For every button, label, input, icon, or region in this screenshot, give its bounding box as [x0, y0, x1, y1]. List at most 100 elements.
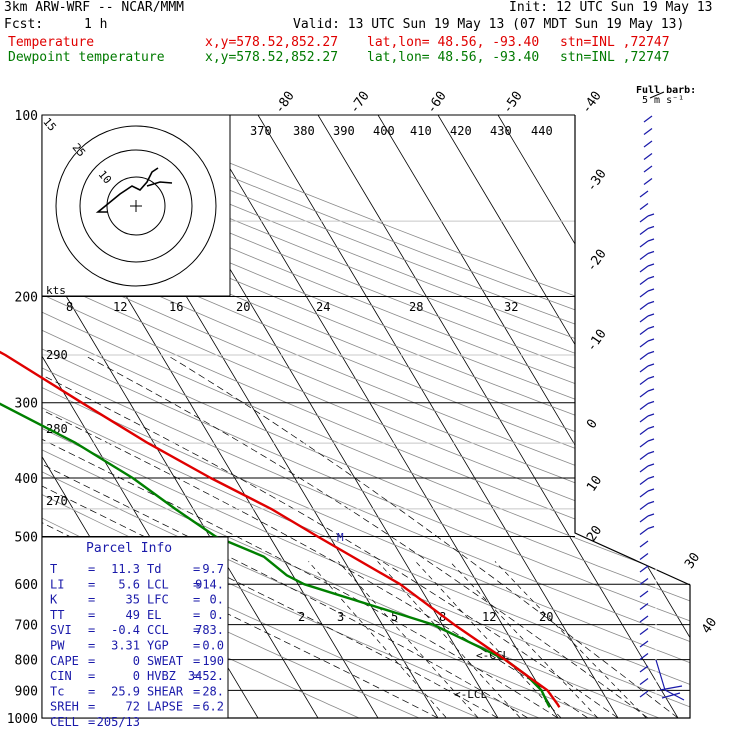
- wind-barb-flag: [647, 425, 655, 430]
- theta-label: 380: [293, 124, 315, 138]
- parcel-info-key: LAPSE: [147, 700, 183, 714]
- wind-barb-staff: [639, 215, 649, 223]
- forecast-hour: 1 h: [84, 17, 108, 32]
- isotherm-label: -60: [424, 89, 450, 117]
- mixing-ratio-label: 32: [504, 300, 518, 314]
- pressure-label: 1000: [7, 712, 38, 727]
- parcel-info-key: CCL: [147, 623, 169, 637]
- hodograph-ring: [55, 125, 217, 287]
- wind-barb-flag: [647, 400, 655, 405]
- wind-barb-staff: [639, 303, 649, 310]
- mixing-ratio-label: 20: [236, 300, 250, 314]
- pressure-label: 300: [15, 397, 38, 412]
- parcel-info-eq: =: [193, 608, 200, 622]
- wind-barb-staff: [639, 228, 649, 235]
- wind-barb-staff: [639, 515, 649, 523]
- theta-label: 370: [250, 124, 272, 138]
- parcel-info-eq: =: [88, 669, 95, 683]
- wind-barb-staff: [639, 503, 649, 510]
- wind-barb-staff: [643, 115, 653, 123]
- theta-label: 440: [531, 124, 553, 138]
- parcel-info-value: 25.9: [111, 684, 140, 698]
- wind-barb-staff: [639, 478, 649, 485]
- hodograph-trace: [95, 167, 173, 213]
- model-title: 3km ARW-WRF -- NCAR/MMM: [4, 0, 185, 15]
- parcel-info-eq: =: [88, 639, 95, 653]
- wind-barb-cluster: [655, 659, 685, 701]
- wind-barb-flag: [647, 450, 655, 455]
- wind-barb-staff: [639, 428, 649, 435]
- parcel-info-value: 0: [133, 669, 140, 683]
- mixing-ratio-label: 12: [113, 300, 127, 314]
- wind-barb-flag: [647, 388, 655, 392]
- parcel-info-value: 190: [202, 654, 224, 668]
- parcel-info-value: 205/13: [97, 715, 140, 729]
- parcel-info-eq: =: [88, 608, 95, 622]
- pressure-label: 900: [15, 684, 38, 699]
- isotherm-label: 40: [699, 615, 720, 636]
- mixing-ratio-label: 5: [391, 610, 398, 624]
- parcel-info-box: [41, 536, 229, 719]
- dry-adiabat: [42, 115, 690, 718]
- wind-barb-flag: [647, 275, 655, 280]
- parcel-info-value: 0.: [210, 608, 224, 622]
- parcel-info-eq: =: [193, 639, 200, 653]
- dry-adiabat: [42, 115, 690, 718]
- parcel-info-title: Parcel Info: [86, 541, 172, 556]
- parcel-info-value: 3.31: [111, 639, 140, 653]
- wind-barb-staff: [643, 140, 653, 148]
- wind-barb-staff: [639, 465, 649, 473]
- wind-barb-staff: [639, 540, 649, 548]
- isotherm-label: 20: [584, 523, 605, 544]
- wind-barb-staff: [639, 615, 649, 623]
- parcel-info-key: SVI: [50, 623, 72, 637]
- parcel-info-key: CAPE: [50, 654, 79, 668]
- wind-barb-flag: [647, 338, 655, 342]
- wind-barb-staff: [639, 278, 649, 285]
- isotherm-line: [481, 115, 690, 718]
- wind-barb-staff: [639, 665, 649, 673]
- mixing-ratio-label: 3: [337, 610, 344, 624]
- parcel-info-key: Td: [147, 562, 161, 576]
- mixing-ratio-line: [415, 561, 574, 718]
- wind-barb-flag: [647, 263, 655, 267]
- mixing-ratio-line: [308, 561, 459, 718]
- parcel-info-key: SREH: [50, 700, 79, 714]
- parcel-info-eq: =: [193, 623, 200, 637]
- parcel-info-eq: =: [193, 684, 200, 698]
- parcel-info-eq: =: [193, 562, 200, 576]
- wind-barb-staff: [639, 353, 649, 360]
- theta-label: 280: [46, 422, 68, 436]
- pressure-label: 800: [15, 654, 38, 669]
- parcel-info-value: 28.: [202, 684, 224, 698]
- theta-label: 400: [373, 124, 395, 138]
- temp-station: stn=INL ,72747: [560, 35, 670, 50]
- parcel-info-eq: =: [88, 623, 95, 637]
- forecast-label: Fcst:: [4, 17, 44, 32]
- wind-barb-staff: [643, 153, 653, 160]
- parcel-info-eq: =: [193, 577, 200, 591]
- wind-barb-staff: [639, 378, 649, 385]
- parcel-info-value: 5.6: [118, 577, 140, 591]
- parcel-info-eq: =: [88, 654, 95, 668]
- parcel-info-value: 0: [133, 654, 140, 668]
- parcel-info-value: 49: [126, 608, 140, 622]
- theta-label: 390: [333, 124, 355, 138]
- lcl-marker: <-LCL: [454, 688, 487, 701]
- isotherm-label: -30: [584, 167, 610, 195]
- wind-barb-staff: [639, 390, 649, 398]
- parcel-info-value: 783.: [195, 623, 224, 637]
- dry-adiabat: [42, 115, 690, 718]
- parcel-info-key: Tc: [50, 684, 64, 698]
- wind-barb-staff: [639, 678, 649, 685]
- wind-barb-staff: [639, 290, 649, 298]
- dew-latlon: lat,lon= 48.56, -93.40: [367, 50, 540, 65]
- mixing-ratio-line: [377, 561, 533, 718]
- wind-barb-staff: [639, 528, 649, 535]
- wind-barb-flag: [647, 350, 655, 355]
- wind-barb-staff: [639, 653, 649, 660]
- isotherm-label: -10: [584, 327, 610, 355]
- moist-adiabat: [166, 354, 679, 718]
- parcel-info-eq: =: [88, 700, 95, 714]
- wind-barb-staff: [643, 178, 653, 185]
